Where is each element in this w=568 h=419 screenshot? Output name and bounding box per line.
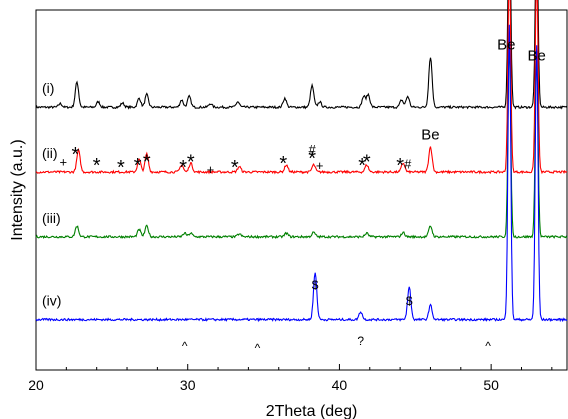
peak-marker: * xyxy=(117,157,125,179)
x-axis-title: 2Theta (deg) xyxy=(266,403,358,419)
series-line-iii xyxy=(35,41,568,240)
x-tick-label: 20 xyxy=(28,377,44,393)
peak-marker: * xyxy=(179,157,187,179)
peak-marker: ^ xyxy=(255,341,261,355)
peak-marker: Be xyxy=(527,47,545,64)
peak-marker: ^ xyxy=(182,339,188,353)
series-label-i: (i) xyxy=(42,80,54,96)
peak-marker: * xyxy=(363,151,371,173)
peak-marker: * xyxy=(396,155,404,177)
series-line-iv xyxy=(35,24,568,323)
peak-marker: ^ xyxy=(485,339,491,353)
peak-marker: Be xyxy=(421,127,439,144)
peak-marker: * xyxy=(308,148,316,170)
y-axis-title: Intensity (a.u.) xyxy=(9,139,26,240)
peak-marker: + xyxy=(60,155,68,170)
x-tick-label: 50 xyxy=(483,377,499,393)
x-tick-label: 30 xyxy=(180,377,196,393)
peak-marker: * xyxy=(358,155,366,177)
peak-marker: # xyxy=(404,156,412,171)
peak-marker: ? xyxy=(357,334,364,348)
peak-marker: * xyxy=(93,155,101,177)
peak-marker: + xyxy=(316,158,324,173)
series-label-ii: (ii) xyxy=(42,145,58,161)
series-label-iii: (iii) xyxy=(42,210,61,226)
series-layer xyxy=(35,0,568,323)
peak-marker: # xyxy=(309,142,317,157)
x-tick-label: 40 xyxy=(332,377,348,393)
label-layer: (i) (ii) (iii) (iv) xyxy=(42,80,61,308)
peak-marker: * xyxy=(231,157,239,179)
peak-marker: * xyxy=(187,151,195,173)
peak-marker: * xyxy=(279,153,287,175)
peak-marker: $ xyxy=(312,278,319,292)
peak-marker: * xyxy=(134,155,142,177)
peak-marker: + xyxy=(207,162,215,177)
peak-marker: * xyxy=(143,151,151,173)
plot-border xyxy=(35,9,568,371)
peak-marker: Be xyxy=(497,37,515,54)
peak-marker: $ xyxy=(406,294,413,308)
plot-frame: 20 30 40 50 xyxy=(28,9,568,393)
series-line-ii xyxy=(35,0,568,175)
series-line-i xyxy=(35,0,568,110)
series-label-iv: (iv) xyxy=(42,293,61,309)
peak-marker: * xyxy=(72,144,80,166)
